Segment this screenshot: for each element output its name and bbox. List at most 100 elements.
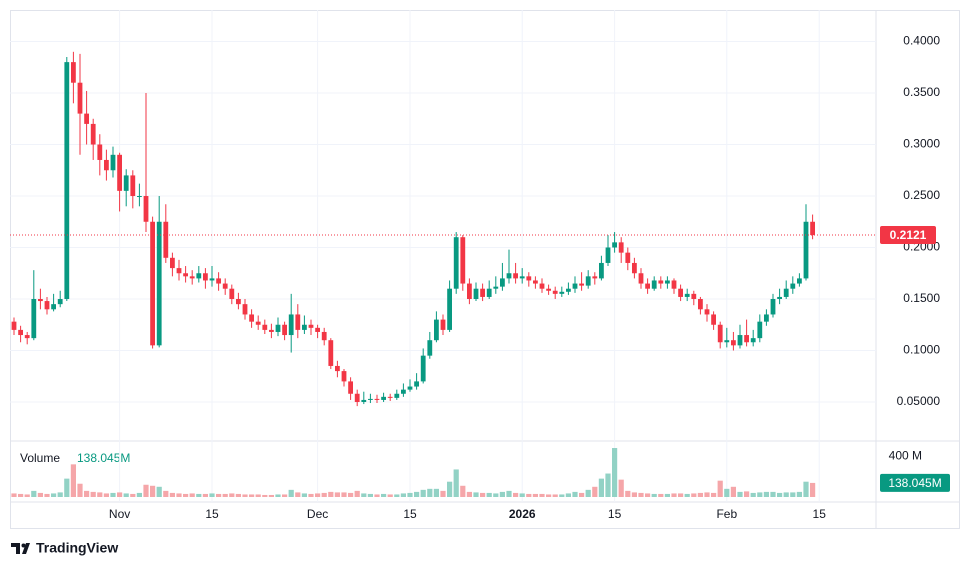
volume-bar <box>90 491 96 497</box>
volume-bar <box>209 493 215 497</box>
volume-legend-value: 138.045M <box>77 451 130 465</box>
candle-body <box>764 314 769 322</box>
volume-bar <box>282 494 288 497</box>
volume-bar <box>480 492 486 497</box>
volume-bar <box>565 493 571 497</box>
volume-bar <box>585 489 591 497</box>
candle-body <box>678 288 683 297</box>
volume-bar <box>249 494 255 497</box>
volume-bar <box>796 491 802 497</box>
volume-bar <box>420 489 426 497</box>
y-tick-label: 0.3500 <box>903 85 940 99</box>
y-tick-label: 0.05000 <box>897 394 941 408</box>
candle-body <box>632 262 637 274</box>
candle-body <box>84 113 89 124</box>
candle-body <box>790 283 796 289</box>
candle-body <box>90 123 96 145</box>
volume-bar <box>618 479 624 497</box>
volume-bar <box>400 493 406 497</box>
volume-bar <box>499 491 505 497</box>
volume-bar <box>77 483 83 497</box>
candle-body <box>612 242 617 248</box>
volume-bar <box>216 493 222 497</box>
volume-bar <box>592 486 598 497</box>
volume-bar <box>737 491 743 497</box>
volume-bar <box>103 493 109 497</box>
candle-body <box>57 299 63 305</box>
candle-body <box>71 62 76 83</box>
logo-icon <box>11 543 30 554</box>
candle-body <box>757 321 763 339</box>
candle-body <box>414 381 419 387</box>
volume-bar <box>334 492 340 497</box>
candle-body <box>222 283 228 289</box>
volume-bar <box>552 494 558 497</box>
volume-bar <box>18 493 24 497</box>
logo[interactable]: TradingView <box>11 540 118 556</box>
candle-body <box>559 291 565 294</box>
candle-body <box>308 324 314 328</box>
volume-bar <box>268 494 274 497</box>
candle-body <box>97 144 103 160</box>
volume-bar <box>433 488 439 497</box>
candle-body <box>209 278 215 281</box>
volume-bar <box>24 494 30 497</box>
candle-body <box>288 314 294 336</box>
candle-body <box>533 280 538 284</box>
candle-body <box>519 276 525 279</box>
candle-body <box>394 393 400 398</box>
volume-bar <box>671 493 677 497</box>
candle-body <box>698 299 703 310</box>
candle-body <box>24 335 30 339</box>
candle-body <box>31 299 37 339</box>
candle-body <box>783 288 789 297</box>
volume-bar <box>169 492 175 497</box>
frame <box>10 10 960 529</box>
candle-body <box>117 154 122 191</box>
volume-bar <box>546 494 552 497</box>
volume-bar <box>625 490 631 497</box>
volume-bar <box>664 493 670 497</box>
x-tick-label: 15 <box>403 507 417 521</box>
candle-body <box>123 175 129 191</box>
volume-bar <box>321 492 327 497</box>
candle-body <box>480 288 485 297</box>
volume-bar <box>750 492 756 497</box>
candle-body <box>737 335 743 346</box>
volume-bar <box>519 493 525 497</box>
volume-tick-label: 400 M <box>889 448 922 462</box>
candle-body <box>638 273 644 284</box>
volume-bar <box>486 492 492 497</box>
candle-body <box>249 314 254 322</box>
volume-bar <box>612 448 618 497</box>
candle-body <box>493 286 499 289</box>
x-tick-label: Dec <box>307 507 328 521</box>
candle-body <box>104 159 109 171</box>
volume-bar <box>598 478 604 497</box>
candle-body <box>684 293 690 297</box>
last-volume-box <box>880 473 950 492</box>
candle-body <box>440 319 446 330</box>
candle-body <box>255 321 261 325</box>
x-tick-label: 15 <box>608 507 622 521</box>
candle-body <box>163 221 169 258</box>
candle-body <box>599 262 604 279</box>
volume-bar <box>57 492 63 497</box>
candle-body <box>295 314 301 330</box>
volume-bar <box>183 493 189 497</box>
candle-body <box>810 221 815 236</box>
volume-bar <box>460 485 466 497</box>
y-tick-label: 0.1500 <box>903 291 940 305</box>
candle-body <box>18 329 23 336</box>
volume-bar <box>117 492 123 497</box>
candle-body <box>407 386 413 390</box>
volume-bar <box>163 490 169 497</box>
volume-bar <box>651 493 657 497</box>
x-tick-label: 15 <box>205 507 219 521</box>
volume-bar <box>744 491 750 497</box>
volume-bar <box>407 492 413 497</box>
volume-bar <box>711 492 717 497</box>
volume-bar <box>341 492 347 497</box>
candle-body <box>744 335 749 343</box>
candle-body <box>196 273 202 279</box>
